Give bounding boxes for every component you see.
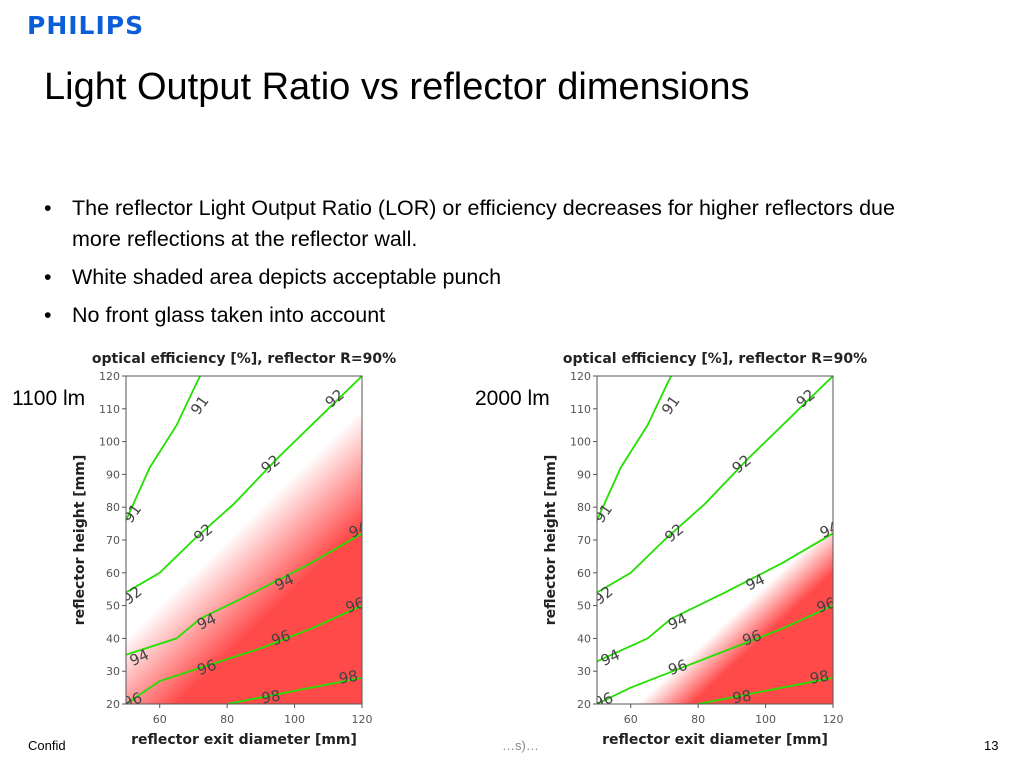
y-tick-label: 60 (106, 567, 120, 580)
x-axis-label: reflector exit diameter [mm] (602, 732, 828, 748)
x-tick-label: 80 (220, 713, 234, 726)
contour-line-91 (597, 376, 672, 521)
bullet-dot-icon: • (44, 265, 52, 289)
footer-confidential: Confid (28, 738, 66, 753)
chart-title: optical efficiency [%], reflector R=90% (563, 351, 867, 367)
shaded-region (597, 376, 833, 704)
contour-line-94 (597, 532, 833, 663)
bullet-text: The reflector Light Output Ratio (LOR) o… (72, 196, 895, 251)
contour-label: 98 (808, 667, 830, 688)
x-axis-label: reflector exit diameter [mm] (131, 732, 357, 748)
y-tick-label: 30 (106, 665, 120, 678)
y-tick-label: 120 (570, 370, 591, 383)
y-tick-label: 20 (577, 698, 591, 711)
y-tick-label: 50 (577, 600, 591, 613)
contour-label: 96 (814, 593, 838, 616)
y-tick-label: 60 (577, 567, 591, 580)
contour-label: 96 (343, 593, 367, 616)
y-tick-label: 90 (577, 468, 591, 481)
contour-line-94 (126, 532, 362, 656)
x-tick-label: 100 (284, 713, 305, 726)
philips-logo: PHILIPS (27, 11, 145, 40)
y-tick-label: 100 (99, 436, 120, 449)
bullet-text: White shaded area depicts acceptable pun… (72, 265, 502, 289)
contour-label: 96 (269, 626, 293, 649)
lumen-label-2000: 2000 lm (475, 387, 550, 410)
bullet-item: • The reflector Light Output Ratio (LOR) … (44, 193, 924, 255)
y-tick-label: 70 (106, 534, 120, 547)
bullet-text: No front glass taken into account (72, 303, 386, 327)
contour-line-96 (597, 604, 833, 704)
y-tick-label: 40 (106, 632, 120, 645)
y-axis-label: reflector height [mm] (72, 455, 88, 625)
contour-line-91 (126, 376, 201, 521)
bullet-item: • No front glass taken into account (44, 300, 924, 331)
x-tick-label: 120 (352, 713, 373, 726)
contour-label: 98 (731, 686, 753, 707)
bullet-list: • The reflector Light Output Ratio (LOR) … (44, 193, 924, 338)
lumen-label-1100: 1100 lm (12, 387, 86, 410)
contour-line-92 (126, 376, 362, 594)
y-tick-label: 80 (577, 501, 591, 514)
footer-middle-text: …s)… (502, 738, 539, 753)
contour-line-96 (126, 604, 362, 704)
contour-label: 98 (337, 667, 359, 688)
y-tick-label: 120 (99, 370, 120, 383)
contour-label: 98 (260, 686, 282, 707)
contour-line-98 (697, 676, 833, 704)
y-tick-label: 70 (577, 534, 591, 547)
x-tick-label: 60 (153, 713, 167, 726)
y-tick-label: 110 (570, 403, 591, 416)
contour-label: 96 (195, 656, 219, 679)
x-tick-label: 100 (755, 713, 776, 726)
chart-title: optical efficiency [%], reflector R=90% (92, 351, 396, 367)
slide-title: Light Output Ratio vs reflector dimensio… (44, 66, 750, 108)
contour-label: 94 (817, 518, 842, 542)
y-tick-label: 40 (577, 632, 591, 645)
contour-line-92 (597, 376, 833, 594)
contour-label: 94 (346, 518, 371, 542)
shaded-region (126, 376, 362, 704)
contour-label: 96 (666, 656, 690, 679)
contour-label: 96 (740, 626, 764, 649)
y-axis-label: reflector height [mm] (543, 455, 559, 625)
contour-chart-1100lm: optical efficiency [%], reflector R=90% 9… (72, 351, 396, 748)
footer-page-number: 13 (984, 738, 999, 753)
y-tick-label: 30 (577, 665, 591, 678)
x-tick-label: 120 (823, 713, 844, 726)
y-tick-label: 50 (106, 600, 120, 613)
y-tick-label: 110 (99, 403, 120, 416)
x-tick-label: 80 (691, 713, 705, 726)
x-tick-label: 60 (624, 713, 638, 726)
y-tick-label: 90 (106, 468, 120, 481)
bullet-dot-icon: • (44, 196, 52, 220)
bullet-dot-icon: • (44, 303, 52, 327)
y-tick-label: 100 (570, 436, 591, 449)
bullet-item: • White shaded area depicts acceptable pu… (44, 262, 924, 293)
y-tick-label: 20 (106, 698, 120, 711)
contour-line-98 (226, 676, 362, 704)
y-tick-label: 80 (106, 501, 120, 514)
contour-chart-2000lm: optical efficiency [%], reflector R=90% 9… (543, 351, 867, 748)
